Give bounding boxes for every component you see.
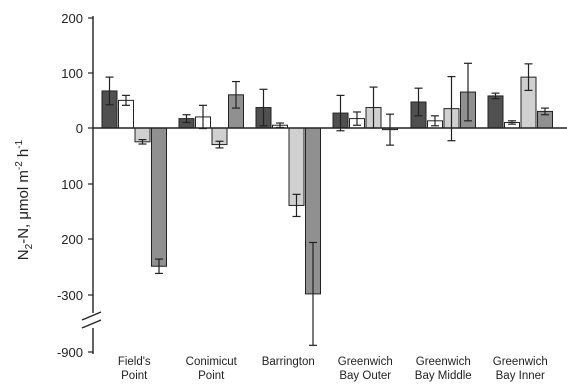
category-label: Greenwich Bay Inner bbox=[493, 356, 548, 382]
y-axis-title: N2-N, μmol m-2 h-1 bbox=[14, 139, 35, 260]
axis-break-mark bbox=[81, 311, 102, 321]
axis-break-mark bbox=[81, 319, 102, 329]
bar bbox=[151, 127, 167, 267]
bar bbox=[487, 95, 504, 129]
y-tick-label: 100 bbox=[61, 66, 83, 81]
y-axis: 200 100 0 100 200 -300 -900 bbox=[57, 11, 102, 360]
y-tick-label: 200 bbox=[61, 11, 83, 26]
category-label: Greenwich Bay Middle bbox=[415, 356, 472, 382]
bars bbox=[101, 76, 553, 295]
category-label: Barrington bbox=[262, 356, 315, 368]
category-label: Greenwich Bay Outer bbox=[338, 356, 393, 382]
y-tick-label: 100 bbox=[61, 177, 83, 192]
category-labels: Field's Point Conimicut Point Barrington Gree… bbox=[118, 356, 548, 382]
error-bars bbox=[105, 62, 549, 346]
y-tick-label: -900 bbox=[57, 345, 83, 360]
category-label: Field's Point bbox=[118, 356, 151, 382]
category-label: Conimicut Point bbox=[186, 356, 238, 382]
y-tick-label: 0 bbox=[76, 121, 83, 136]
y-tick-label: -300 bbox=[57, 288, 83, 303]
y-tick-label: 200 bbox=[61, 232, 83, 247]
